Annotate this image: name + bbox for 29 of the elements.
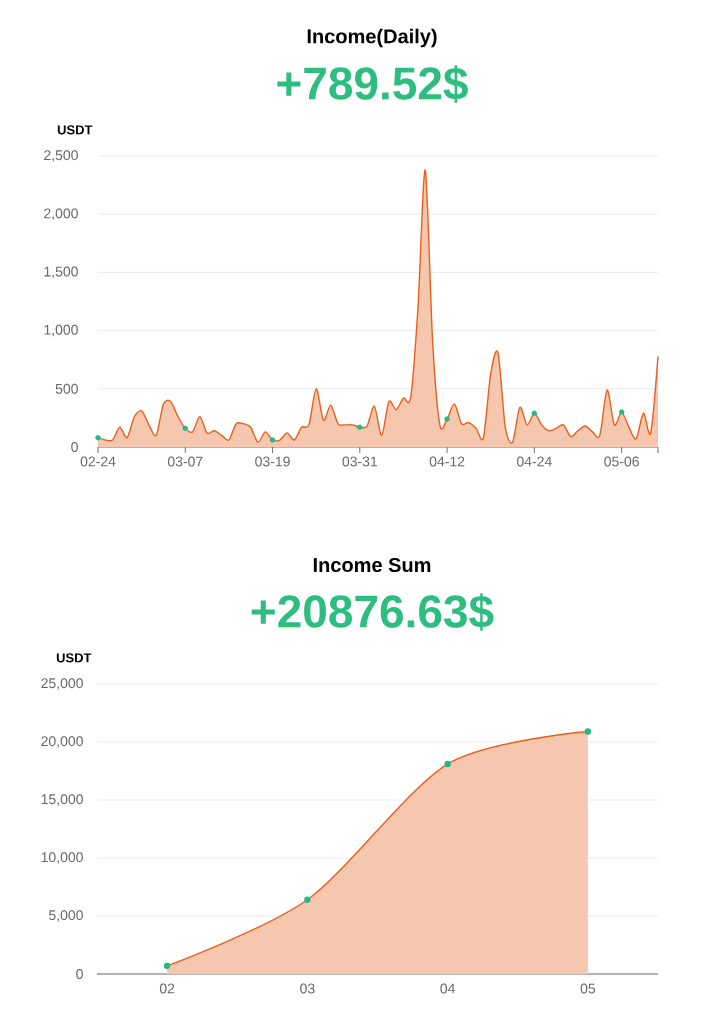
x-tick-label: 05-06 <box>604 456 639 467</box>
x-tick-label: 04 <box>440 983 455 994</box>
y-axis-title: USDT <box>57 125 93 135</box>
y-tick-label: 5,000 <box>49 910 83 922</box>
x-tick-label: 03-07 <box>167 456 203 467</box>
y-tick-label: 10,000 <box>41 852 83 864</box>
y-tick-label: 500 <box>55 383 78 394</box>
x-tick-label: 02 <box>159 983 175 994</box>
x-tick-label: 04-12 <box>429 456 465 467</box>
y-tick-label: 0 <box>71 442 78 452</box>
y-tick-label: 0 <box>76 969 83 979</box>
x-tick-label: 03 <box>300 983 315 994</box>
chart-title: Income Sum <box>313 557 431 573</box>
x-tick-label: 02-24 <box>80 456 116 467</box>
chart-subtitle: +789.52$ <box>277 65 468 103</box>
chart-subtitle: +20876.63$ <box>251 593 494 631</box>
y-tick-label: 2,500 <box>44 150 78 162</box>
y-tick-label: 1,000 <box>44 324 78 337</box>
y-tick-label: 20,000 <box>41 736 83 748</box>
x-tick-label: 05 <box>580 983 596 994</box>
y-axis-title: USDT <box>56 653 92 663</box>
y-tick-label: 1,500 <box>44 266 78 279</box>
x-tick-label: 04-24 <box>517 456 552 467</box>
x-tick-label: 03-31 <box>342 456 378 467</box>
chart-title: Income(Daily) <box>307 28 437 48</box>
y-tick-label: 2,000 <box>44 208 78 220</box>
x-tick-label: 03-19 <box>255 456 290 467</box>
y-tick-label: 15,000 <box>41 794 83 806</box>
y-tick-label: 25,000 <box>41 678 83 690</box>
